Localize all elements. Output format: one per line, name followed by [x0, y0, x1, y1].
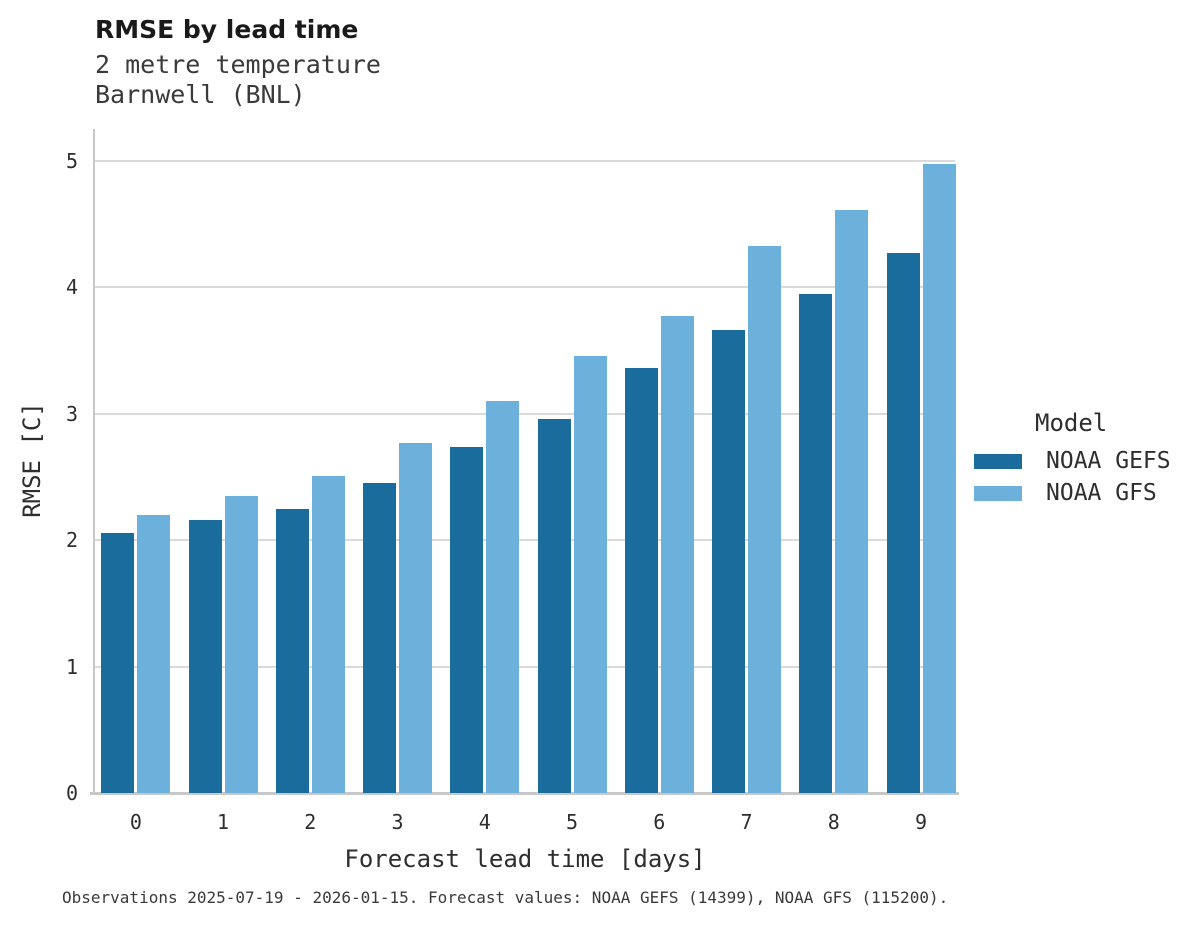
- y-tick-label-5: 5: [65, 149, 78, 173]
- legend: Model NOAA GEFS NOAA GFS: [974, 408, 1171, 510]
- gridline-1: [95, 665, 955, 668]
- bar-group-day-9: [886, 164, 956, 793]
- chart-title: RMSE by lead time: [95, 15, 359, 44]
- bar-noaa-gfs-day-4: [486, 401, 520, 793]
- y-tick-label-1: 1: [65, 654, 78, 679]
- gridline-5: [95, 160, 955, 162]
- y-axis-spine: [93, 129, 95, 793]
- y-tick-label-2: 2: [65, 528, 78, 553]
- bar-noaa-gefs-day-2: [275, 509, 309, 793]
- bar-noaa-gefs-day-9: [886, 253, 920, 793]
- legend-title: Model: [1035, 409, 1108, 437]
- bar-noaa-gefs-day-7: [712, 330, 746, 793]
- x-tick-label-1: 1: [217, 810, 230, 834]
- legend-label-noaa-gefs: NOAA GEFS: [1046, 448, 1171, 474]
- legend-item-noaa-gfs: NOAA GFS: [974, 478, 1171, 508]
- plot-area: [90, 129, 959, 795]
- x-tick-label-8: 8: [827, 810, 840, 834]
- bar-noaa-gfs-day-3: [399, 443, 433, 793]
- bar-group-day-3: [363, 443, 433, 793]
- bar-noaa-gefs-day-5: [537, 419, 571, 793]
- legend-label-noaa-gfs: NOAA GFS: [1046, 480, 1157, 506]
- bar-group-day-8: [799, 210, 869, 793]
- bar-noaa-gefs-day-1: [188, 520, 222, 793]
- legend-item-noaa-gefs: NOAA GEFS: [974, 446, 1171, 476]
- bar-noaa-gfs-day-8: [835, 210, 869, 793]
- y-tick-label-3: 3: [65, 401, 78, 426]
- chart-subtitle-line-2: Barnwell (BNL): [95, 80, 306, 109]
- bar-group-day-5: [537, 356, 607, 793]
- gridline-2: [95, 539, 955, 542]
- x-tick-label-3: 3: [391, 810, 404, 834]
- x-axis-line: [90, 792, 959, 795]
- gridline-4: [95, 286, 955, 289]
- x-tick-label-6: 6: [653, 810, 666, 834]
- bar-noaa-gfs-day-9: [922, 164, 956, 793]
- legend-swatch-noaa-gefs: [974, 453, 1022, 469]
- bar-noaa-gefs-day-4: [450, 447, 484, 793]
- legend-swatch-noaa-gfs: [974, 485, 1022, 501]
- bar-noaa-gfs-day-6: [660, 316, 694, 793]
- gridline-3: [95, 412, 955, 415]
- bar-noaa-gfs-day-0: [137, 515, 171, 793]
- x-tick-label-0: 0: [129, 810, 142, 834]
- bar-noaa-gefs-day-8: [799, 294, 833, 793]
- x-axis-title: Forecast lead time [days]: [344, 845, 706, 873]
- bar-noaa-gfs-day-2: [311, 476, 345, 793]
- bar-group-day-7: [712, 246, 782, 793]
- x-tick-label-4: 4: [478, 810, 491, 834]
- x-tick-label-7: 7: [740, 810, 753, 834]
- x-tick-label-9: 9: [914, 810, 928, 834]
- bar-group-day-2: [275, 476, 345, 793]
- chart-subtitle-line-1: 2 metre temperature: [95, 50, 381, 79]
- bar-noaa-gfs-day-5: [573, 356, 607, 793]
- bar-noaa-gefs-day-3: [363, 483, 397, 793]
- bar-noaa-gfs-day-7: [748, 246, 782, 793]
- y-tick-label-0: 0: [65, 781, 78, 805]
- x-tick-label-5: 5: [566, 810, 579, 834]
- bar-group-day-6: [624, 316, 694, 793]
- chart-subtitle: 2 metre temperature Barnwell (BNL): [95, 50, 381, 110]
- footer-caption: Observations 2025-07-19 - 2026-01-15. Fo…: [62, 888, 949, 907]
- bar-noaa-gefs-day-6: [624, 368, 658, 793]
- y-tick-label-4: 4: [65, 275, 78, 300]
- bar-group-day-1: [188, 496, 258, 793]
- bar-group-day-0: [101, 515, 171, 793]
- bar-group-day-4: [450, 401, 520, 793]
- bar-noaa-gefs-day-0: [101, 533, 135, 793]
- bar-noaa-gfs-day-1: [224, 496, 258, 793]
- x-tick-label-2: 2: [304, 810, 317, 834]
